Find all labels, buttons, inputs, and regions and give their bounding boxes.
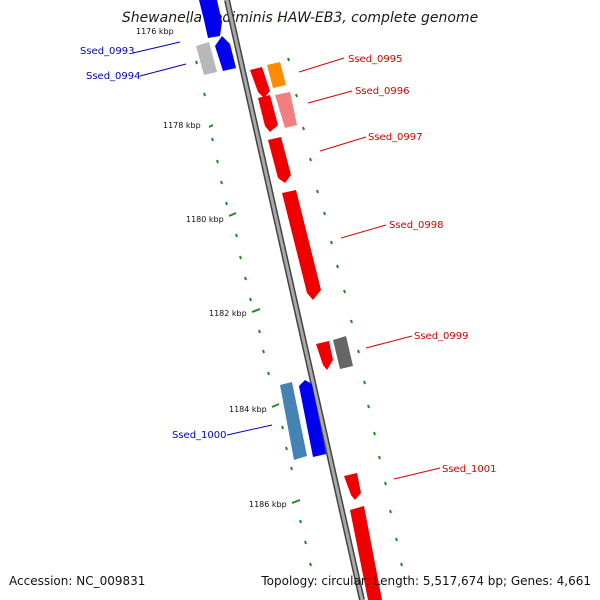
gene-label-ssed-0995[interactable]: Ssed_0995 xyxy=(348,54,403,65)
gene-label-ssed-0998[interactable]: Ssed_0998 xyxy=(389,220,444,231)
genome-summary-text: Topology: circular; Length: 5,517,674 bp… xyxy=(261,574,591,588)
gene-ssed-0995a[interactable] xyxy=(250,67,270,98)
scale-label: 1186 kbp xyxy=(249,500,287,509)
gene-ssed-0996[interactable] xyxy=(275,92,297,128)
gene-ssed-0992[interactable] xyxy=(199,0,222,38)
gene-ssed-0999[interactable] xyxy=(333,336,353,369)
leader-line xyxy=(226,424,273,436)
gene-ssed-0994[interactable] xyxy=(215,36,236,71)
gene-ssed-0998[interactable] xyxy=(282,190,321,300)
gene-ssed-0996a[interactable] xyxy=(258,95,278,132)
scale-label: 1176 kbp xyxy=(136,27,174,36)
leader-line xyxy=(393,467,441,480)
leader-line xyxy=(307,90,353,104)
gene-ssed-0999a[interactable] xyxy=(316,341,333,370)
leader-line xyxy=(319,136,367,152)
gene-ssed-1002[interactable] xyxy=(350,506,382,600)
scale-label: 1184 kbp xyxy=(229,405,267,414)
gene-label-ssed-0993[interactable]: Ssed_0993 xyxy=(80,46,135,57)
gene-label-ssed-0994[interactable]: Ssed_0994 xyxy=(86,71,141,82)
leader-line xyxy=(132,41,181,54)
scale-label: 1182 kbp xyxy=(209,309,247,318)
gene-ssed-1001[interactable] xyxy=(344,473,361,500)
scale-label: 1180 kbp xyxy=(186,215,224,224)
gene-ssed-0993[interactable] xyxy=(196,42,217,75)
scale-label: 1178 kbp xyxy=(163,121,201,130)
outer-scale-ticks xyxy=(278,17,403,567)
gene-label-ssed-0997[interactable]: Ssed_0997 xyxy=(368,132,423,143)
leader-line xyxy=(139,63,187,77)
genome-backbone-highlight xyxy=(225,0,364,600)
gene-ssed-0995[interactable] xyxy=(267,62,286,88)
gene-label-ssed-0999[interactable]: Ssed_0999 xyxy=(414,331,469,342)
leader-line xyxy=(298,57,345,73)
gene-ssed-1000b[interactable] xyxy=(299,380,326,457)
leader-line xyxy=(340,224,387,239)
gene-label-ssed-0996[interactable]: Ssed_0996 xyxy=(355,86,410,97)
inner-scale-ticks xyxy=(186,19,312,567)
gene-label-ssed-1001[interactable]: Ssed_1001 xyxy=(442,464,497,475)
gene-ssed-0997[interactable] xyxy=(268,137,291,183)
leader-line xyxy=(365,335,413,349)
gene-ssed-1000a[interactable] xyxy=(280,382,307,460)
accession-text: Accession: NC_009831 xyxy=(9,574,146,588)
gene-label-ssed-1000[interactable]: Ssed_1000 xyxy=(172,430,227,441)
